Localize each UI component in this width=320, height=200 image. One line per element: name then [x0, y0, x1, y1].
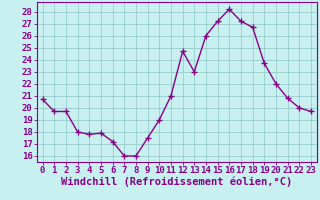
- X-axis label: Windchill (Refroidissement éolien,°C): Windchill (Refroidissement éolien,°C): [61, 177, 292, 187]
